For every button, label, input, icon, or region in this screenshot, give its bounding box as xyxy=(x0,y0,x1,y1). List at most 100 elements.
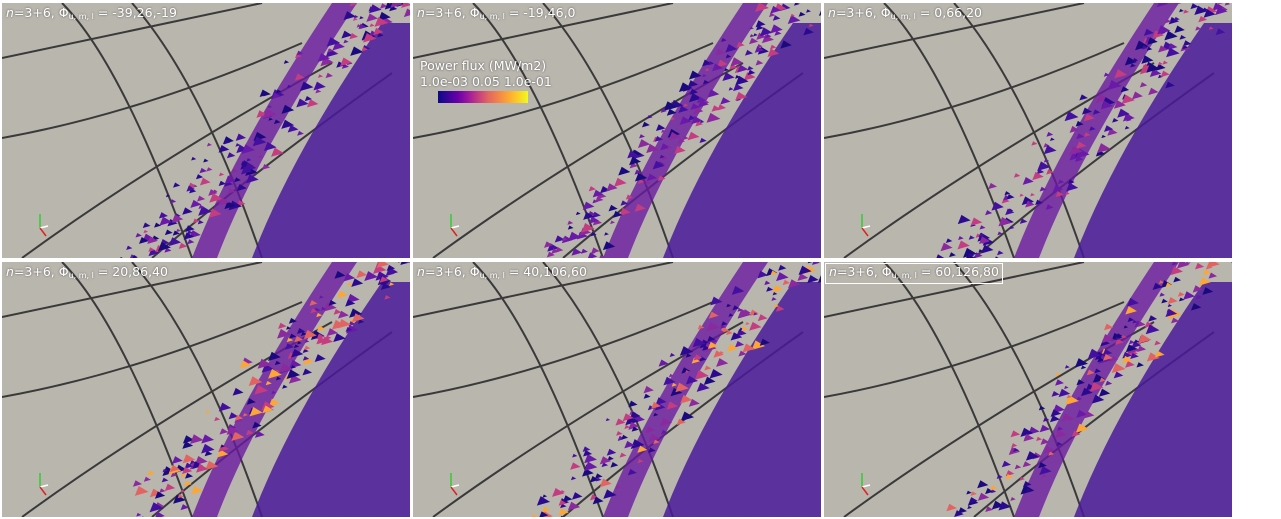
flux-cell xyxy=(195,174,204,180)
flux-cell xyxy=(1064,111,1079,122)
flux-cell xyxy=(749,26,754,30)
flux-cell xyxy=(595,196,604,203)
flux-cell xyxy=(570,462,581,470)
flux-cell xyxy=(333,333,346,343)
flux-cell xyxy=(704,365,712,371)
flux-cell xyxy=(1202,287,1214,295)
flux-cell xyxy=(957,214,971,225)
flux-cell xyxy=(978,233,985,238)
flux-cell xyxy=(380,282,391,290)
flux-cell xyxy=(798,11,806,17)
n-symbol: n xyxy=(417,264,425,279)
flux-cell xyxy=(212,189,218,193)
flux-cell xyxy=(725,44,738,53)
flux-cell xyxy=(192,461,204,470)
flux-cell xyxy=(1025,451,1040,461)
flux-cell xyxy=(652,160,665,170)
axes-triad-icon xyxy=(39,214,49,237)
flux-cell xyxy=(273,119,281,125)
flux-cell xyxy=(1075,141,1087,149)
flux-cell xyxy=(711,105,721,112)
flux-cell xyxy=(1086,369,1095,376)
flux-band xyxy=(663,282,821,517)
flux-cell xyxy=(629,156,642,166)
flux-cell xyxy=(206,142,212,147)
flux-cell xyxy=(1075,423,1089,433)
flux-cell xyxy=(624,424,631,430)
flux-cell xyxy=(302,356,310,361)
flux-cell xyxy=(204,450,213,457)
flux-cell xyxy=(732,305,740,311)
flux-cell xyxy=(996,474,1003,479)
flux-cell xyxy=(690,103,700,110)
flux-cell xyxy=(1159,292,1165,297)
flux-cell xyxy=(1055,191,1064,198)
flux-cell xyxy=(1173,276,1181,283)
flux-cell xyxy=(531,514,537,517)
flux-cell xyxy=(988,182,998,190)
flux-cell xyxy=(1041,474,1047,478)
flux-cell xyxy=(338,310,349,319)
flux-cell xyxy=(337,290,348,299)
n-value: =3+6, xyxy=(424,264,470,279)
axes-triad-icon xyxy=(861,214,871,237)
flux-cell xyxy=(1224,3,1231,6)
flux-cell xyxy=(625,194,634,200)
flux-cell xyxy=(297,341,302,345)
flux-cell xyxy=(171,214,184,223)
phi-values: = 40,106,60 xyxy=(504,264,587,279)
flux-cell xyxy=(604,232,609,236)
flux-cell xyxy=(1040,438,1050,445)
colorbar-nan-swatch xyxy=(420,91,430,103)
flux-cell xyxy=(694,369,709,380)
flux-cell xyxy=(655,397,667,406)
flux-cell xyxy=(764,280,771,285)
flux-cell xyxy=(1079,94,1088,101)
flux-cell xyxy=(189,460,197,466)
flux-cell xyxy=(317,53,331,62)
flux-cell xyxy=(197,220,204,225)
phi-symbol: Φ xyxy=(881,264,892,279)
flux-cell xyxy=(536,496,551,506)
flux-cell xyxy=(975,233,982,238)
flux-cell xyxy=(374,16,389,27)
flux-cell xyxy=(1171,262,1178,266)
flux-cell xyxy=(967,252,975,258)
tile-seam xyxy=(2,3,263,59)
flux-cell xyxy=(543,241,554,248)
flux-cell xyxy=(315,89,322,94)
flux-cell xyxy=(590,494,599,501)
flux-cell xyxy=(262,405,274,414)
flux-cell xyxy=(718,330,725,335)
tile-seam xyxy=(472,3,604,258)
flux-cell xyxy=(655,124,666,132)
flux-cell xyxy=(288,317,297,324)
flux-cell xyxy=(1085,383,1096,391)
axes-triad-icon xyxy=(450,473,460,496)
flux-cell xyxy=(1208,272,1218,279)
wall-render xyxy=(2,3,410,258)
flux-cell xyxy=(679,346,694,356)
flux-cell xyxy=(602,241,616,251)
flux-cell xyxy=(224,175,237,184)
flux-cell xyxy=(328,299,337,306)
flux-cell xyxy=(1032,171,1044,181)
flux-cell xyxy=(1114,69,1128,79)
flux-cell xyxy=(1217,3,1224,5)
flux-cell xyxy=(985,210,993,216)
flux-cell xyxy=(126,245,133,250)
flux-cell xyxy=(546,251,555,258)
flux-cell xyxy=(1076,133,1085,140)
flux-cell xyxy=(720,97,731,105)
flux-cell xyxy=(1089,381,1104,392)
flux-cell xyxy=(306,99,319,108)
flux-cell xyxy=(691,357,701,364)
flux-cell xyxy=(592,496,604,505)
flux-cell xyxy=(1043,143,1050,148)
flux-cell xyxy=(1051,390,1060,397)
flux-cell xyxy=(660,143,671,151)
flux-cell xyxy=(778,264,787,271)
flux-cell xyxy=(680,411,695,422)
tile-seam xyxy=(883,262,1015,517)
flux-cell xyxy=(668,373,674,378)
